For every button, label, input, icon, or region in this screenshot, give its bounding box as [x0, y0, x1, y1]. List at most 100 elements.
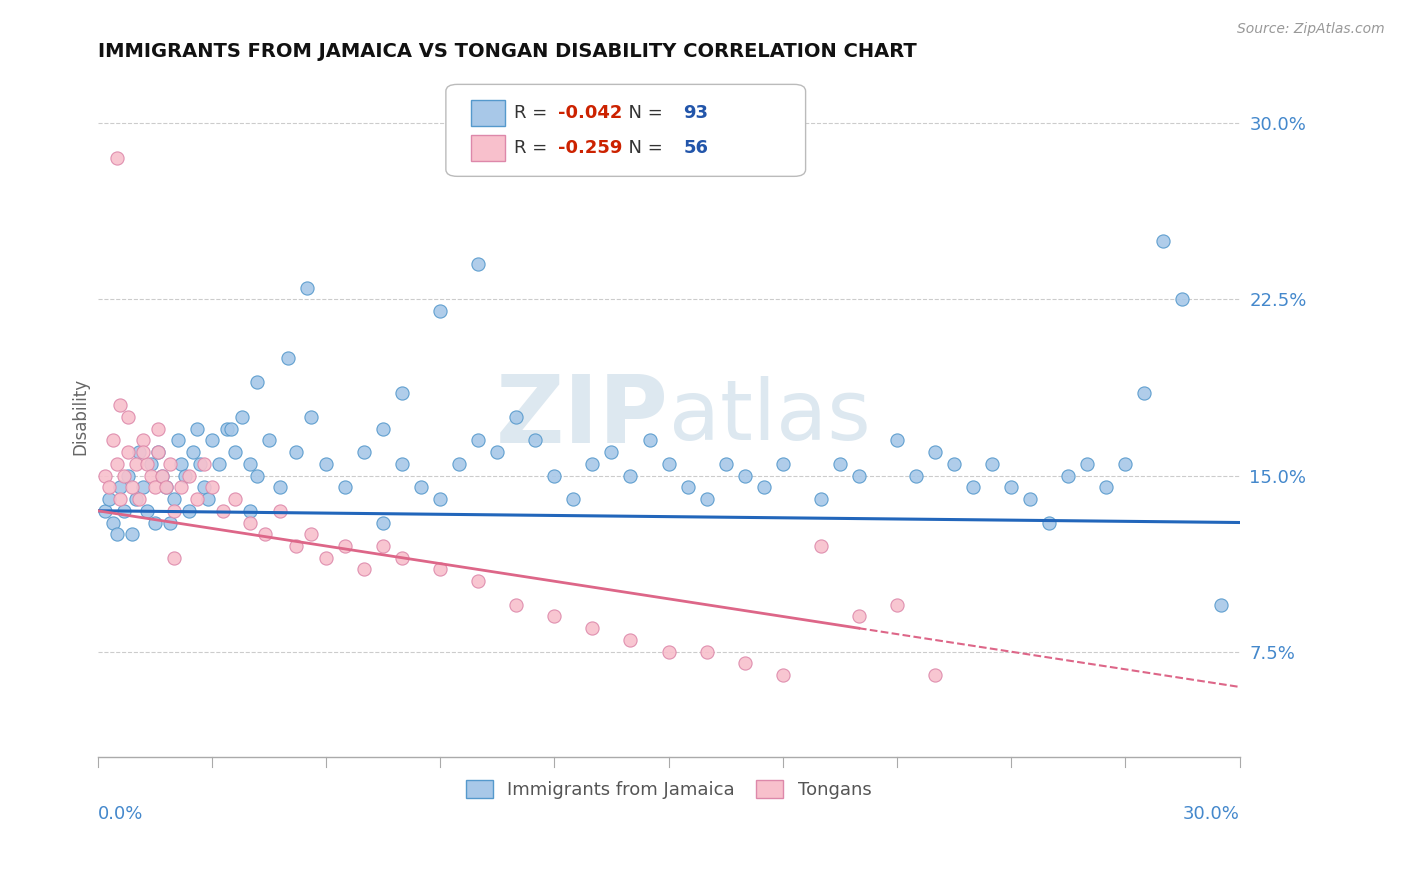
Point	[391, 386, 413, 401]
Text: ZIP: ZIP	[496, 371, 669, 463]
Point	[924, 668, 946, 682]
Point	[124, 457, 146, 471]
Point	[1152, 234, 1174, 248]
Point	[239, 457, 262, 471]
Point	[186, 491, 208, 506]
Point	[562, 491, 585, 506]
Point	[224, 491, 246, 506]
Y-axis label: Disability: Disability	[72, 378, 89, 455]
Point	[121, 480, 143, 494]
Point	[848, 468, 870, 483]
Point	[411, 480, 433, 494]
Point	[505, 598, 527, 612]
Point	[193, 480, 215, 494]
Point	[105, 457, 128, 471]
Text: 56: 56	[683, 138, 709, 157]
Point	[886, 434, 908, 448]
Point	[676, 480, 699, 494]
Point	[1133, 386, 1156, 401]
Point	[257, 434, 280, 448]
Point	[284, 445, 307, 459]
Point	[696, 491, 718, 506]
Point	[193, 457, 215, 471]
Point	[174, 468, 197, 483]
Point	[962, 480, 984, 494]
Text: R =: R =	[515, 138, 554, 157]
Point	[132, 434, 155, 448]
Point	[734, 468, 756, 483]
Legend: Immigrants from Jamaica, Tongans: Immigrants from Jamaica, Tongans	[458, 772, 879, 806]
Point	[581, 457, 603, 471]
Point	[810, 491, 832, 506]
Point	[353, 562, 375, 576]
Point	[1019, 491, 1042, 506]
Point	[112, 468, 135, 483]
Point	[752, 480, 775, 494]
Point	[150, 468, 173, 483]
Point	[110, 491, 132, 506]
Point	[391, 457, 413, 471]
Point	[315, 550, 337, 565]
Point	[112, 504, 135, 518]
Point	[163, 491, 186, 506]
Point	[1076, 457, 1098, 471]
Point	[734, 657, 756, 671]
Point	[943, 457, 966, 471]
Point	[638, 434, 661, 448]
Point	[246, 375, 269, 389]
Point	[524, 434, 547, 448]
Point	[333, 539, 356, 553]
Text: -0.259: -0.259	[558, 138, 623, 157]
Point	[254, 527, 277, 541]
Point	[371, 516, 394, 530]
Point	[543, 609, 565, 624]
Point	[117, 409, 139, 424]
Point	[714, 457, 737, 471]
Point	[201, 434, 224, 448]
Text: atlas: atlas	[669, 376, 870, 458]
Point	[163, 504, 186, 518]
Point	[124, 491, 146, 506]
Point	[848, 609, 870, 624]
Point	[1114, 457, 1136, 471]
Point	[201, 480, 224, 494]
Point	[658, 457, 681, 471]
Point	[619, 632, 641, 647]
Point	[371, 539, 394, 553]
Point	[159, 516, 181, 530]
Point	[486, 445, 509, 459]
Point	[772, 457, 794, 471]
Text: 0.0%: 0.0%	[97, 805, 143, 823]
Text: N =: N =	[617, 138, 669, 157]
Point	[181, 445, 204, 459]
Point	[128, 445, 150, 459]
Point	[117, 445, 139, 459]
Point	[429, 562, 451, 576]
Text: 93: 93	[683, 104, 709, 122]
Point	[600, 445, 623, 459]
Point	[128, 491, 150, 506]
Point	[148, 445, 170, 459]
Point	[166, 434, 188, 448]
Point	[981, 457, 1004, 471]
Point	[177, 468, 200, 483]
Point	[215, 421, 238, 435]
Point	[269, 480, 291, 494]
Point	[284, 539, 307, 553]
Point	[170, 480, 193, 494]
Point	[132, 445, 155, 459]
Point	[143, 516, 166, 530]
Point	[581, 621, 603, 635]
Point	[924, 445, 946, 459]
Point	[94, 504, 117, 518]
Point	[904, 468, 927, 483]
Point	[1000, 480, 1022, 494]
Point	[429, 304, 451, 318]
Point	[810, 539, 832, 553]
Point	[139, 468, 162, 483]
Text: N =: N =	[617, 104, 669, 122]
Text: IMMIGRANTS FROM JAMAICA VS TONGAN DISABILITY CORRELATION CHART: IMMIGRANTS FROM JAMAICA VS TONGAN DISABI…	[97, 42, 917, 61]
Point	[139, 457, 162, 471]
Point	[772, 668, 794, 682]
Point	[353, 445, 375, 459]
